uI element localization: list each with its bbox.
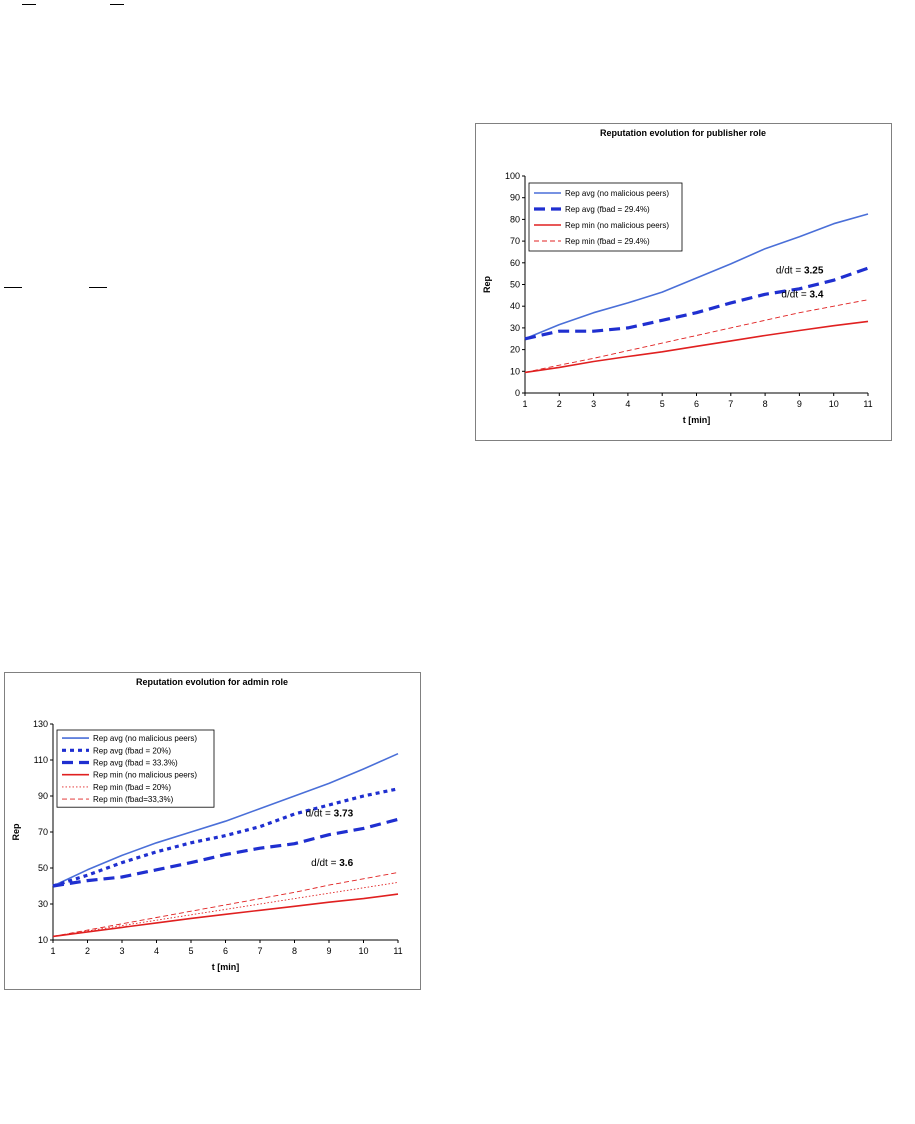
x-tick-label: 7 bbox=[728, 399, 733, 409]
y-tick-label: 60 bbox=[510, 258, 520, 268]
x-tick-label: 1 bbox=[522, 399, 527, 409]
x-tick-label: 2 bbox=[85, 946, 90, 956]
legend-label: Rep min (no malicious peers) bbox=[93, 771, 197, 780]
series-line-2 bbox=[52, 787, 399, 888]
y-axis-label: Rep bbox=[482, 276, 492, 294]
legend-label: Rep avg (fbad = 29.4%) bbox=[565, 205, 650, 214]
fraction-bar bbox=[22, 4, 36, 5]
admin-chart: Reputation evolution for admin role 10 30 5… bbox=[4, 672, 421, 990]
x-tick-label: 11 bbox=[393, 946, 402, 956]
x-tick-label: 10 bbox=[358, 946, 368, 956]
y-tick-label: 80 bbox=[510, 214, 520, 224]
y-tick-label: 0 bbox=[515, 388, 520, 398]
legend-label: Rep min (no malicious peers) bbox=[565, 221, 669, 230]
series-line-3 bbox=[52, 817, 399, 888]
x-tick-label: 4 bbox=[625, 399, 630, 409]
slope-annotation: d/dt = 3.73 bbox=[306, 809, 354, 820]
series-line-5 bbox=[52, 881, 399, 937]
series-line-1 bbox=[52, 752, 399, 887]
chart-title: Reputation evolution for admin role bbox=[136, 677, 288, 687]
y-tick-label: 110 bbox=[34, 755, 48, 765]
x-tick-label: 2 bbox=[557, 399, 562, 409]
y-tick-label: 100 bbox=[505, 171, 520, 181]
fraction-bar bbox=[110, 4, 124, 5]
y-tick-label: 30 bbox=[510, 323, 520, 333]
legend-label: Rep avg (no malicious peers) bbox=[93, 734, 197, 743]
x-tick-label: 11 bbox=[863, 399, 872, 409]
y-tick-label: 50 bbox=[38, 863, 48, 873]
publisher-chart: Reputation evolution for publisher role 0… bbox=[475, 123, 892, 441]
x-tick-label: 5 bbox=[660, 399, 665, 409]
legend-label: Rep min (fbad = 20%) bbox=[93, 783, 171, 792]
y-tick-label: 70 bbox=[38, 827, 48, 837]
y-tick-label: 30 bbox=[38, 899, 48, 909]
slope-annotation: d/dt = 3.25 bbox=[776, 266, 824, 277]
y-tick-label: 10 bbox=[38, 935, 48, 945]
y-tick-label: 70 bbox=[510, 236, 520, 246]
x-tick-label: 8 bbox=[292, 946, 297, 956]
x-axis-label: t [min] bbox=[683, 415, 711, 425]
legend-box bbox=[528, 182, 683, 252]
series-line-6 bbox=[52, 872, 399, 937]
series-line-3 bbox=[524, 320, 869, 374]
x-tick-label: 9 bbox=[326, 946, 331, 956]
admin-chart-svg: Reputation evolution for admin role 10 30 5… bbox=[11, 677, 403, 972]
y-tick-label: 50 bbox=[510, 280, 520, 290]
slope-annotation: d/dt = 3.6 bbox=[311, 858, 353, 869]
publisher-chart-svg: Reputation evolution for publisher role 0… bbox=[482, 128, 873, 425]
y-tick-label: 90 bbox=[510, 193, 520, 203]
slope-annotation: d/dt = 3.4 bbox=[781, 290, 823, 301]
y-tick-label: 130 bbox=[33, 719, 48, 729]
y-tick-label: 20 bbox=[510, 345, 520, 355]
x-tick-label: 3 bbox=[591, 399, 596, 409]
x-tick-label: 4 bbox=[154, 946, 159, 956]
legend-label: Rep min (fbad = 29.4%) bbox=[565, 237, 650, 246]
series-line-4 bbox=[52, 893, 399, 938]
x-tick-label: 5 bbox=[188, 946, 193, 956]
x-tick-label: 3 bbox=[119, 946, 124, 956]
legend-label: Rep avg (no malicious peers) bbox=[565, 189, 669, 198]
legend-label: Rep avg (fbad = 20%) bbox=[93, 746, 171, 755]
legend-label: Rep min (fbad=33,3%) bbox=[93, 795, 174, 804]
fraction-bar bbox=[89, 287, 107, 288]
series-line-4 bbox=[524, 299, 869, 373]
x-tick-label: 10 bbox=[829, 399, 839, 409]
y-tick-label: 90 bbox=[38, 791, 48, 801]
x-axis-label: t [min] bbox=[212, 962, 240, 972]
series-line-2 bbox=[524, 266, 869, 341]
x-tick-label: 7 bbox=[257, 946, 262, 956]
x-tick-label: 6 bbox=[694, 399, 699, 409]
y-axis-label: Rep bbox=[11, 823, 21, 841]
series-line-1 bbox=[524, 213, 869, 340]
chart-title: Reputation evolution for publisher role bbox=[600, 128, 766, 138]
y-tick-label: 10 bbox=[510, 366, 520, 376]
y-tick-label: 40 bbox=[510, 301, 520, 311]
x-tick-label: 6 bbox=[223, 946, 228, 956]
x-tick-label: 9 bbox=[797, 399, 802, 409]
fraction-bar bbox=[4, 287, 22, 288]
x-tick-label: 1 bbox=[50, 946, 55, 956]
legend-box bbox=[56, 729, 215, 808]
legend-label: Rep avg (fbad = 33.3%) bbox=[93, 759, 178, 768]
x-tick-label: 8 bbox=[763, 399, 768, 409]
